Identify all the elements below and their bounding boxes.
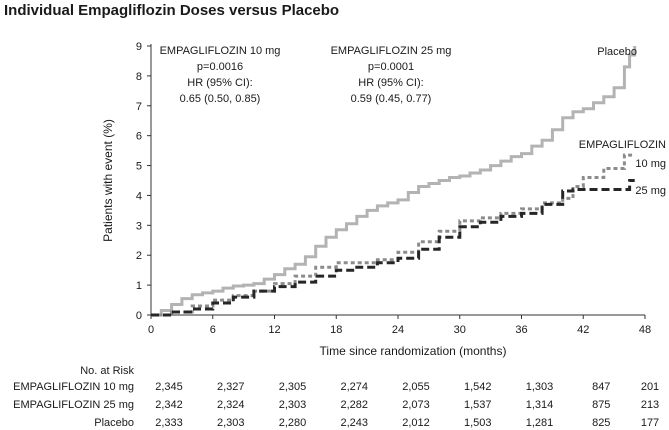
risk-cell: 1,303 xyxy=(525,381,554,393)
x-tick-label: 6 xyxy=(210,324,216,336)
risk-cell: 2,280 xyxy=(278,417,307,429)
y-tick-label: 0 xyxy=(136,310,142,322)
y-axis-label: Patients with event (%) xyxy=(101,119,115,242)
risk-cell: 1,537 xyxy=(463,399,492,411)
risk-cell: 847 xyxy=(592,381,611,393)
label-placebo: Placebo xyxy=(597,46,637,58)
y-tick-label: 6 xyxy=(136,131,142,143)
risk-cell: 1,542 xyxy=(463,381,492,393)
y-tick-label: 8 xyxy=(136,71,142,83)
x-tick-label: 18 xyxy=(330,324,342,336)
risk-cell: 1,503 xyxy=(463,417,492,429)
risk-cell: 2,305 xyxy=(278,381,307,393)
risk-cell: 2,333 xyxy=(155,417,183,429)
risk-cell: 2,282 xyxy=(340,399,369,411)
series-line-25mg xyxy=(151,179,635,317)
risk-cell: 2,327 xyxy=(216,381,245,393)
y-tick-label: 5 xyxy=(136,161,142,173)
chart-title: Individual Empagliflozin Doses versus Pl… xyxy=(4,2,340,19)
stats-25mg-line: HR (95% CI): xyxy=(358,77,423,89)
stats-10mg-line: p=0.0016 xyxy=(197,61,243,73)
x-tick-label: 12 xyxy=(268,324,280,336)
risk-cell: 1,314 xyxy=(525,399,554,411)
stats-25mg-line: EMPAGLIFLOZIN 25 mg xyxy=(331,45,452,57)
risk-row-label: EMPAGLIFLOZIN 25 mg xyxy=(13,399,134,411)
x-tick-label: 42 xyxy=(577,324,589,336)
risk-cell: 2,073 xyxy=(402,399,430,411)
risk-cell: 2,303 xyxy=(278,399,307,411)
risk-cell: 2,342 xyxy=(155,399,183,411)
y-tick-label: 1 xyxy=(136,280,142,292)
annotation-layer: EMPAGLIFLOZIN 10 mg p=0.0016 HR (95% CI): 0… xyxy=(160,45,666,197)
label-empagliflozin: EMPAGLIFLOZIN xyxy=(579,139,666,151)
y-tick-label: 9 xyxy=(136,41,142,53)
series-layer xyxy=(151,46,637,317)
stats-10mg-line: EMPAGLIFLOZIN 10 mg xyxy=(160,45,281,57)
y-tick-label: 2 xyxy=(136,250,142,262)
risk-cell: 201 xyxy=(640,381,660,393)
risk-cell: 2,012 xyxy=(402,417,430,429)
risk-cell: 1,281 xyxy=(525,417,554,429)
risk-table-header: No. at Risk xyxy=(80,365,134,377)
risk-cell: 177 xyxy=(640,417,660,429)
risk-row-label: EMPAGLIFLOZIN 10 mg xyxy=(13,381,134,393)
x-tick-label: 48 xyxy=(639,324,651,336)
risk-cell: 2,324 xyxy=(216,399,245,411)
risk-row-label: Placebo xyxy=(94,417,134,429)
x-tick-label: 36 xyxy=(515,324,527,336)
risk-cell: 875 xyxy=(592,399,611,411)
stats-10mg-line: HR (95% CI): xyxy=(187,77,252,89)
x-tick-label: 30 xyxy=(454,324,466,336)
risk-cell: 2,055 xyxy=(402,381,430,393)
x-axis-label: Time since randomization (months) xyxy=(320,344,507,358)
label-25mg: 25 mg xyxy=(635,185,666,197)
label-10mg: 10 mg xyxy=(635,158,666,170)
stats-25mg-line: p=0.0001 xyxy=(368,61,414,73)
risk-cell: 2,243 xyxy=(340,417,369,429)
x-tick-label: 24 xyxy=(392,324,404,336)
risk-cell: 213 xyxy=(640,399,660,411)
x-tick-label: 0 xyxy=(148,324,154,336)
y-tick-label: 7 xyxy=(136,101,142,113)
series-line-placebo xyxy=(151,46,637,317)
y-tick-label: 4 xyxy=(136,190,142,202)
risk-cell: 2,345 xyxy=(155,381,183,393)
risk-cell: 825 xyxy=(592,417,611,429)
risk-cell: 2,303 xyxy=(216,417,245,429)
risk-cell: 2,274 xyxy=(340,381,369,393)
stats-25mg-line: 0.59 (0.45, 0.77) xyxy=(351,93,432,105)
y-tick-label: 3 xyxy=(136,220,142,232)
stats-10mg-line: 0.65 (0.50, 0.85) xyxy=(180,93,261,105)
